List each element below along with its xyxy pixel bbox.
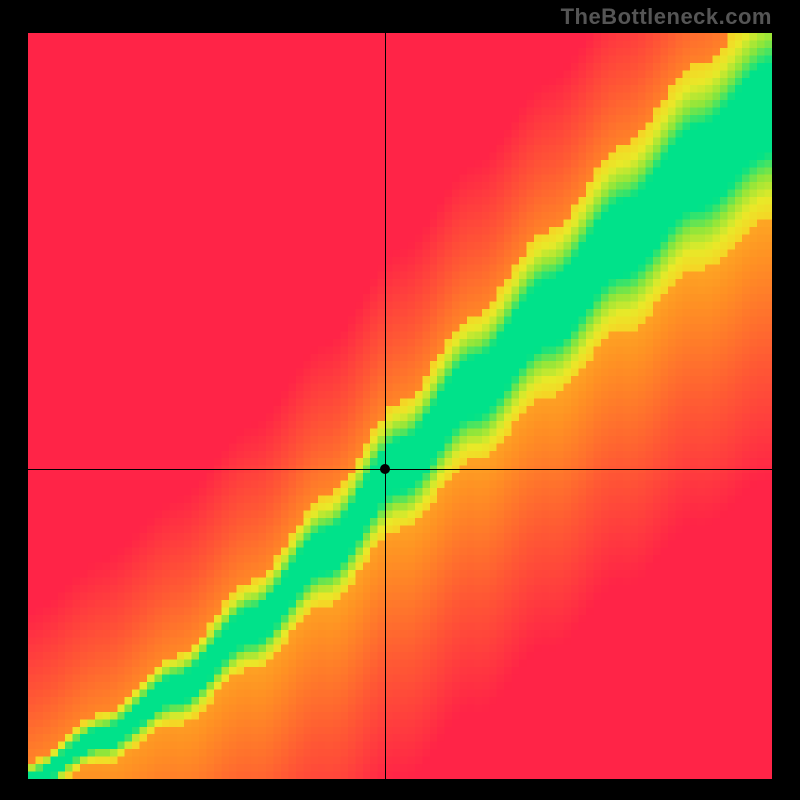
crosshair-horizontal bbox=[28, 469, 772, 470]
crosshair-vertical bbox=[385, 33, 386, 779]
watermark-text: TheBottleneck.com bbox=[561, 4, 772, 30]
chart-container: { "watermark": { "text": "TheBottleneck.… bbox=[0, 0, 800, 800]
bottleneck-heatmap bbox=[28, 33, 772, 779]
